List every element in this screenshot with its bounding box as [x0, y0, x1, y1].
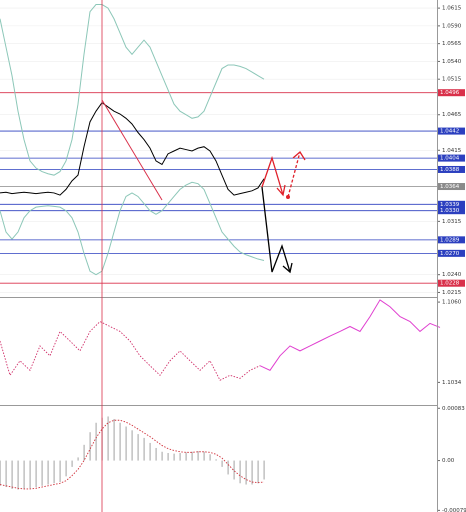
level-label-box — [438, 154, 465, 162]
bar — [215, 459, 217, 461]
level-label-box — [438, 165, 465, 173]
level-label-box — [438, 89, 465, 97]
bar — [11, 460, 13, 489]
bar — [131, 430, 133, 461]
level-label-box — [438, 183, 465, 191]
bar — [83, 444, 85, 461]
level-label-box — [438, 236, 465, 244]
y-tick-label: 1.1060 — [442, 300, 462, 306]
y-tick-label: -0.00079 — [442, 508, 466, 512]
forecast-point — [286, 195, 290, 199]
y-tick-label: 1.0215 — [442, 290, 462, 296]
level-label-box — [438, 249, 465, 257]
bar — [149, 442, 151, 461]
series-line — [0, 101, 265, 196]
bar — [107, 416, 109, 461]
level-label: 1.0364 — [440, 184, 460, 190]
forecast-arrow — [261, 186, 291, 273]
y-tick-label: 0.00 — [442, 458, 455, 464]
bar — [137, 434, 139, 461]
trend-line — [101, 99, 163, 201]
level-label: 1.0270 — [440, 251, 460, 257]
arrowhead — [282, 262, 293, 274]
level-label-box — [438, 200, 465, 208]
bar — [185, 452, 187, 461]
level-label: 1.0496 — [440, 90, 460, 96]
series-line — [259, 299, 441, 371]
bar — [35, 460, 37, 488]
level-label: 1.0289 — [440, 237, 460, 243]
bar — [173, 453, 175, 461]
level-label: 1.0330 — [440, 208, 460, 214]
bar — [41, 460, 43, 486]
bar — [47, 460, 49, 485]
bar — [227, 460, 229, 475]
y-tick-label: 1.0465 — [442, 112, 462, 118]
y-tick-label: 1.0590 — [442, 23, 462, 29]
level-label: 1.0339 — [440, 202, 460, 208]
level-label: 1.0442 — [440, 129, 459, 135]
bar — [113, 418, 115, 461]
bar — [161, 451, 163, 461]
bar — [155, 447, 157, 461]
bar — [23, 460, 25, 489]
bar — [89, 432, 91, 461]
forecast-arrow — [261, 155, 284, 196]
y-tick-label: 1.1034 — [442, 380, 462, 386]
bar — [209, 454, 211, 461]
bar — [245, 460, 247, 485]
y-tick-label: 1.0315 — [442, 219, 462, 225]
bar — [77, 457, 79, 461]
bar — [143, 437, 145, 461]
bar — [203, 451, 205, 461]
bar — [221, 460, 223, 467]
bar — [95, 422, 97, 461]
bar — [191, 451, 193, 461]
y-tick-label: 1.0415 — [442, 148, 462, 154]
forecast-arrow — [287, 151, 301, 198]
level-label: 1.0388 — [440, 167, 460, 173]
level-label-box — [438, 207, 465, 215]
plot-area: 1.0615 1.0590 1.0565 1.0540 1.0515 1.0465 1.04… — [0, 4, 466, 512]
bar — [197, 451, 199, 461]
y-tick-label: 1.0240 — [442, 272, 462, 278]
bar — [233, 460, 235, 480]
bar — [257, 460, 259, 484]
bar — [65, 460, 67, 477]
series-line — [0, 4, 265, 176]
series-line — [0, 181, 265, 276]
bar — [53, 460, 55, 484]
bar — [263, 460, 265, 480]
bar — [179, 453, 181, 461]
level-label: 1.0404 — [440, 156, 460, 162]
bar — [5, 460, 7, 488]
level-label-box — [438, 279, 465, 287]
bar — [251, 460, 253, 485]
y-tick-label: 1.0515 — [442, 77, 462, 83]
arrowhead — [292, 151, 306, 161]
bar — [0, 460, 1, 486]
bar — [17, 460, 19, 490]
bar — [71, 460, 73, 467]
y-tick-label: 1.0615 — [442, 6, 462, 12]
bar — [29, 460, 31, 489]
bar — [167, 453, 169, 461]
level-label: 1.0228 — [440, 281, 460, 287]
y-tick-label: 1.0565 — [442, 41, 462, 47]
arrowhead — [276, 184, 286, 197]
level-label-box — [438, 127, 465, 135]
bar — [119, 422, 121, 461]
bar — [125, 426, 127, 461]
bar — [239, 460, 241, 484]
y-tick-label: 1.0540 — [442, 59, 462, 65]
y-tick-label: 0.00083 — [442, 406, 465, 412]
bar — [59, 460, 61, 483]
series-line — [0, 419, 265, 490]
